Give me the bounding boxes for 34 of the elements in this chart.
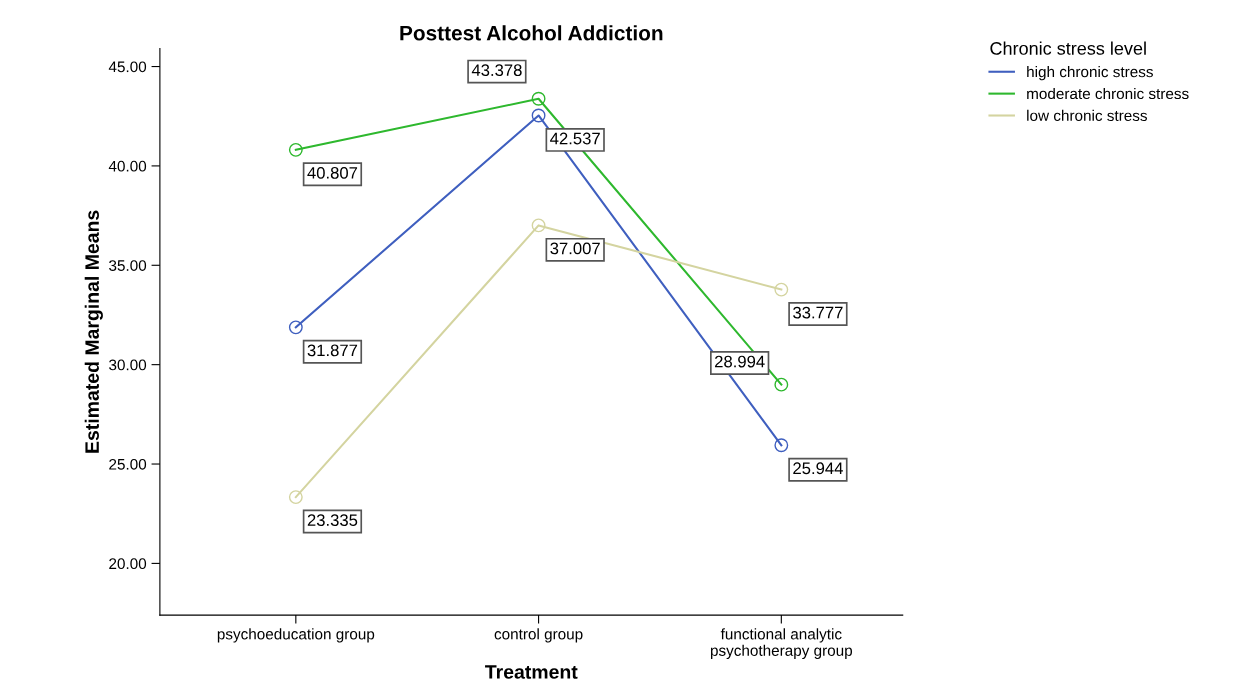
legend-label: low chronic stress [1027, 109, 1147, 121]
y-tick-label: 25.00 [109, 458, 147, 470]
x-axis-title: Treatment [485, 665, 578, 679]
point [531, 218, 546, 233]
data-label: 43.378 [471, 64, 522, 77]
point [774, 282, 789, 297]
point [531, 91, 546, 106]
data-label: 40.807 [307, 166, 358, 179]
legend-label: moderate chronic stress [1027, 87, 1189, 100]
point [774, 377, 789, 392]
y-tick-label: 45.00 [108, 61, 147, 73]
data-label: 31.877 [307, 344, 358, 357]
y-tick-label: 35.00 [109, 260, 147, 271]
point [288, 320, 303, 335]
x-tick-label: control group [494, 628, 583, 643]
data-label: 23.335 [307, 514, 358, 527]
data-label: 25.944 [793, 462, 843, 475]
y-tick-label: 20.00 [109, 558, 147, 570]
point [531, 108, 546, 123]
y-axis-title: Estimated Marginal Means [84, 210, 103, 453]
x-tick-label: psychoeducation group [217, 628, 375, 643]
data-label: 28.994 [715, 355, 765, 368]
y-tick-label: 30.00 [109, 359, 147, 371]
point [288, 490, 303, 505]
point [774, 438, 789, 453]
data-label: 42.537 [550, 132, 600, 145]
x-tick-label: functional analytic psychotherapy group [710, 628, 853, 659]
data-label: 37.007 [550, 242, 600, 255]
chart-title: Posttest Alcohol Addiction [400, 25, 663, 41]
data-label: 33.777 [793, 306, 843, 319]
y-tick-label: 40.00 [108, 160, 147, 172]
point [288, 142, 303, 157]
legend-title: Chronic stress level [990, 41, 1146, 55]
legend-label: high chronic stress [1027, 66, 1153, 81]
